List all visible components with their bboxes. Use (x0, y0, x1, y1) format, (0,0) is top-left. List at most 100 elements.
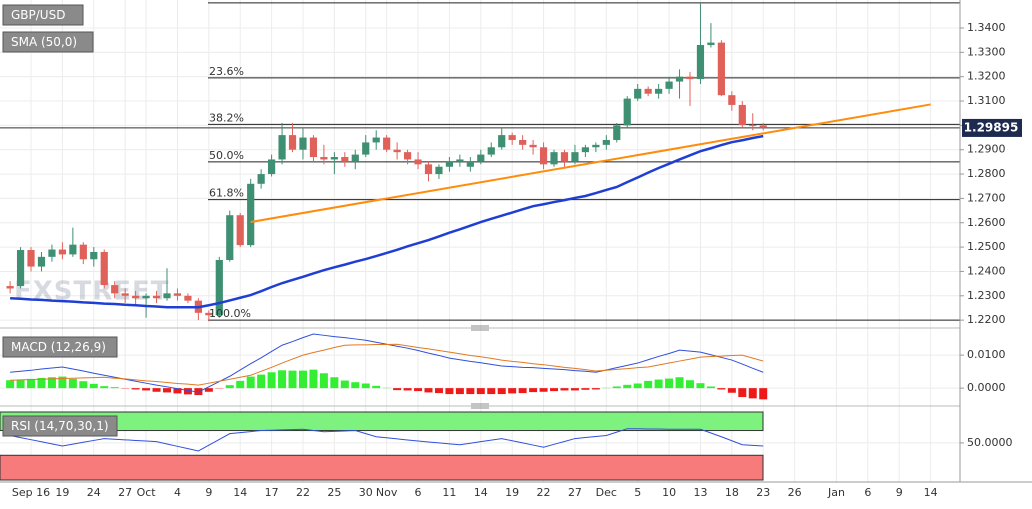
candle-body (686, 77, 693, 79)
y-tick-label: 1.3400 (967, 21, 1006, 34)
y-tick-label: 1.2800 (967, 167, 1006, 180)
x-tick-label: Nov (376, 486, 398, 499)
x-tick-label: 23 (756, 486, 770, 499)
candle-body (153, 296, 160, 298)
candle-body (467, 162, 474, 167)
candle-body (509, 135, 516, 140)
candle-body (749, 125, 756, 126)
x-tick-label: 27 (118, 486, 132, 499)
last-price-label: 1.29895 (964, 120, 1019, 134)
candle-body (331, 157, 338, 159)
y-tick-label: 1.3200 (967, 70, 1006, 83)
macd-histogram-bar (759, 388, 767, 399)
candle-body (739, 105, 746, 125)
x-tick-label: 11 (442, 486, 456, 499)
candle-body (174, 293, 181, 295)
legend-title: GBP/USD (11, 8, 65, 22)
macd-histogram-bar (592, 388, 600, 389)
candle-body (383, 138, 390, 150)
macd-histogram-bar (529, 388, 537, 392)
candle-body (341, 157, 348, 162)
candle-body (498, 135, 505, 147)
candle-body (101, 252, 108, 285)
y-tick-label: 1.2300 (967, 289, 1006, 302)
candle-body (624, 99, 631, 126)
macd-histogram-bar (634, 384, 642, 389)
x-tick-label: 13 (693, 486, 707, 499)
macd-histogram-bar (309, 370, 317, 388)
candle-body (48, 250, 55, 257)
macd-histogram-bar (299, 371, 307, 388)
fib-label: 38.2% (209, 111, 244, 124)
candle-body (394, 150, 401, 152)
macd-histogram-bar (226, 385, 234, 388)
x-tick-label: 5 (634, 486, 641, 499)
candle-body (69, 245, 76, 255)
y-tick-label: 1.2500 (967, 240, 1006, 253)
macd-histogram-bar (27, 379, 35, 388)
candle-body (163, 293, 170, 298)
candle-body (519, 140, 526, 145)
candle-body (530, 145, 537, 147)
candle-body (425, 164, 432, 174)
candle-body (760, 125, 767, 127)
macd-histogram-bar (341, 381, 349, 389)
macd-histogram-bar (696, 383, 704, 388)
macd-histogram-bar (236, 381, 244, 388)
macd-histogram-bar (581, 388, 589, 390)
y-tick-label: 1.2400 (967, 264, 1006, 277)
x-tick-label: 6 (415, 486, 422, 499)
candle-body (278, 135, 285, 159)
macd-histogram-bar (142, 388, 150, 390)
x-tick-label: Oct (137, 486, 157, 499)
y-tick-label: 1.2200 (967, 313, 1006, 326)
x-tick-label: 17 (265, 486, 279, 499)
macd-histogram-bar (393, 388, 401, 390)
macd-histogram-bar (477, 388, 485, 394)
x-tick-label: Jan (827, 486, 845, 499)
legend-sma: SMA (50,0) (11, 35, 77, 49)
candle-body (80, 245, 87, 260)
macd-histogram-bar (69, 379, 77, 388)
candle-body (184, 296, 191, 301)
x-tick-label: 22 (296, 486, 310, 499)
macd-histogram-bar (644, 381, 652, 388)
x-tick-label: 25 (327, 486, 341, 499)
macd-histogram-bar (466, 388, 474, 394)
x-tick-label: 19 (55, 486, 69, 499)
macd-histogram-bar (655, 380, 663, 389)
fib-label: 61.8% (209, 187, 244, 200)
macd-histogram-bar (289, 371, 297, 388)
macd-histogram-bar (6, 380, 14, 388)
candle-body (320, 157, 327, 159)
macd-histogram-bar (676, 377, 684, 388)
macd-histogram-bar (686, 380, 694, 388)
y-tick-label: 1.2900 (967, 143, 1006, 156)
candle-body (237, 215, 244, 245)
y-tick-label: 1.3300 (967, 45, 1006, 58)
candle-body (645, 89, 652, 94)
x-tick-label: Dec (596, 486, 617, 499)
macd-histogram-bar (372, 386, 380, 388)
candle-body (299, 138, 306, 150)
macd-histogram-bar (456, 388, 464, 394)
macd-histogram-bar (404, 388, 412, 390)
candle-body (456, 159, 463, 161)
macd-histogram-bar (540, 388, 548, 392)
candle-body (373, 138, 380, 143)
candle-body (247, 184, 254, 245)
x-tick-label: 26 (788, 486, 802, 499)
x-tick-label: 22 (537, 486, 551, 499)
candle-body (122, 293, 129, 295)
macd-histogram-bar (100, 386, 108, 388)
x-tick-label: 4 (174, 486, 181, 499)
candle-body (582, 147, 589, 152)
x-tick-label: 10 (662, 486, 676, 499)
x-tick-label: 6 (864, 486, 871, 499)
macd-histogram-bar (163, 388, 171, 392)
x-tick-label: 14 (233, 486, 247, 499)
macd-histogram-bar (132, 388, 140, 389)
macd-histogram-bar (749, 388, 757, 398)
candle-body (561, 152, 568, 162)
